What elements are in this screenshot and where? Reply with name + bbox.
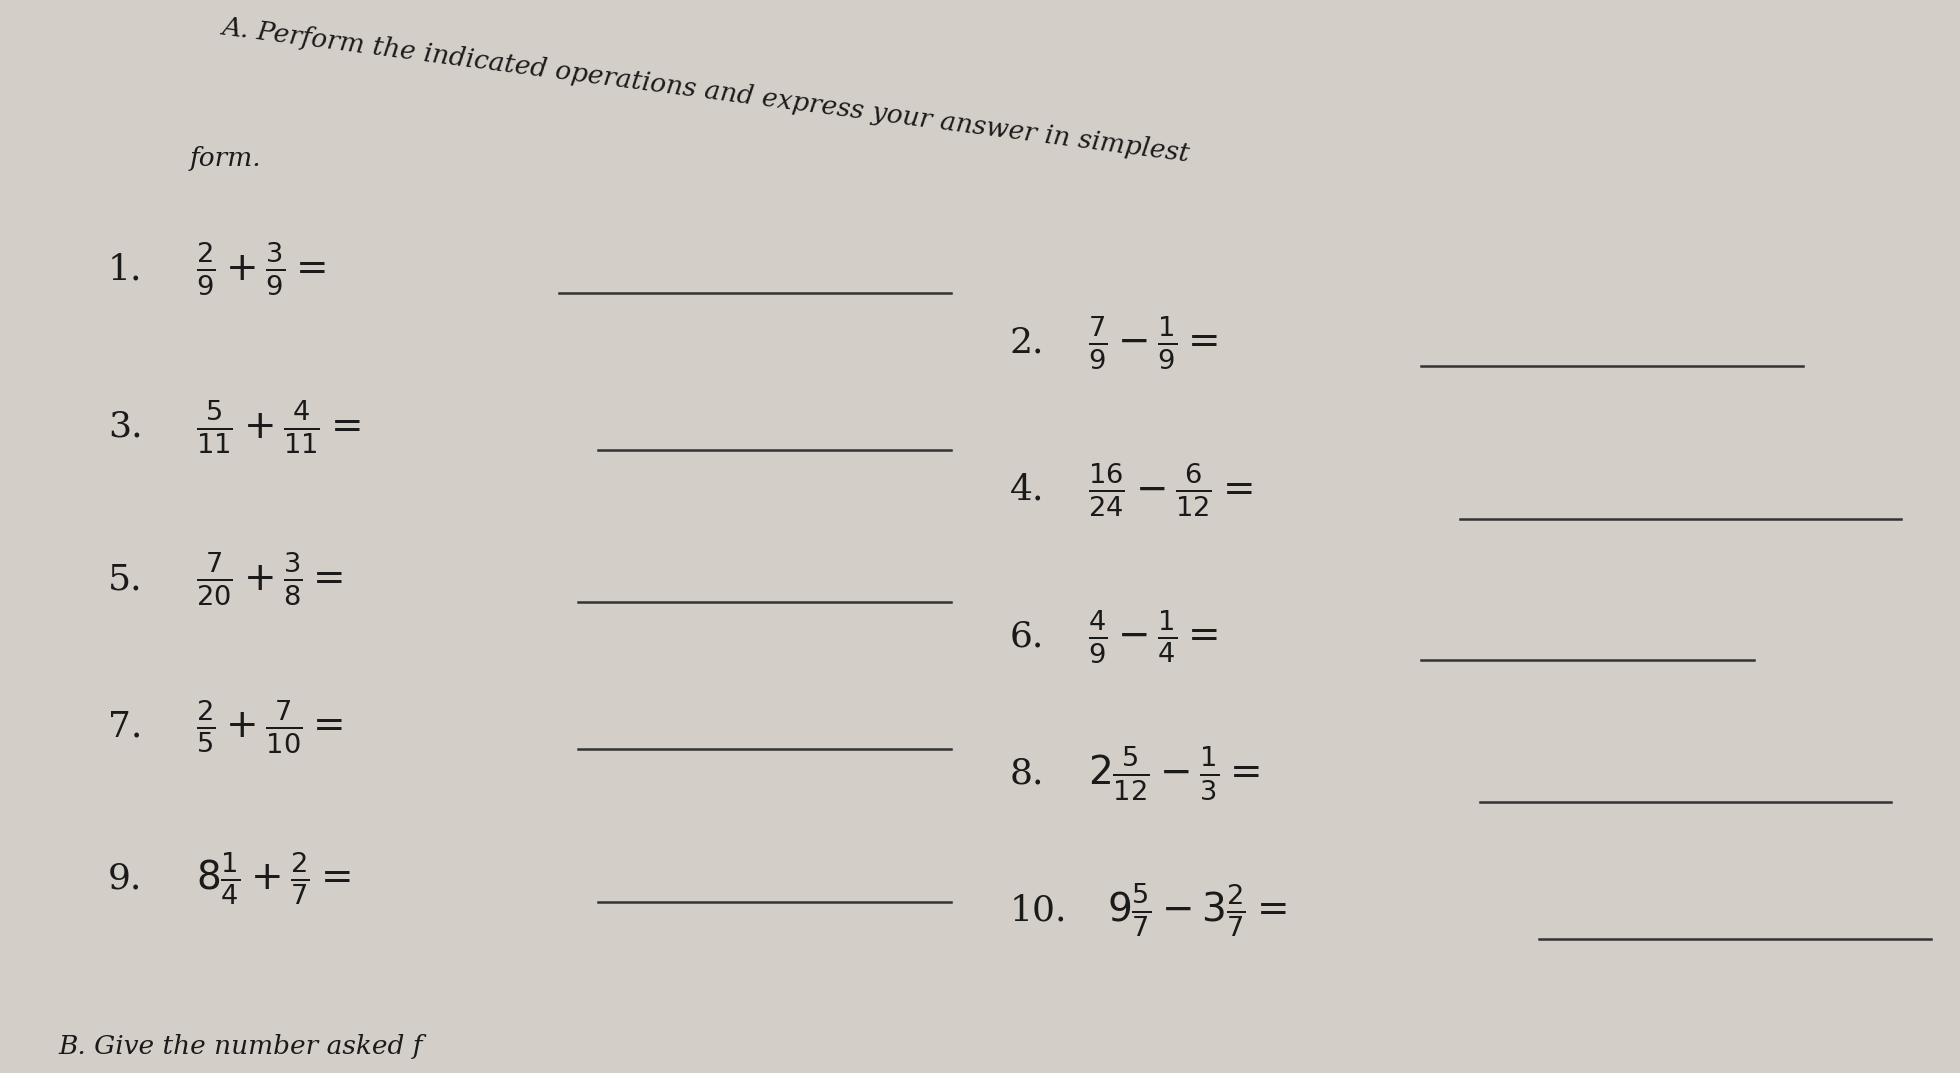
Text: $\frac{16}{24} - \frac{6}{12} =$: $\frac{16}{24} - \frac{6}{12} =$ <box>1088 460 1252 519</box>
Text: $\frac{2}{5} + \frac{7}{10} =$: $\frac{2}{5} + \frac{7}{10} =$ <box>196 697 343 755</box>
Text: B. Give the number asked f: B. Give the number asked f <box>59 1034 423 1059</box>
Text: $\frac{5}{11} + \frac{4}{11} =$: $\frac{5}{11} + \frac{4}{11} =$ <box>196 398 361 456</box>
Text: $\frac{7}{9} - \frac{1}{9} =$: $\frac{7}{9} - \frac{1}{9} =$ <box>1088 314 1217 371</box>
Text: $8\frac{1}{4} + \frac{2}{7} =$: $8\frac{1}{4} + \frac{2}{7} =$ <box>196 850 351 908</box>
Text: 7.: 7. <box>108 709 143 744</box>
Text: $\frac{2}{9} + \frac{3}{9} =$: $\frac{2}{9} + \frac{3}{9} =$ <box>196 240 325 298</box>
Text: 2.: 2. <box>1009 326 1045 359</box>
Text: 8.: 8. <box>1009 756 1045 791</box>
Text: 1.: 1. <box>108 252 143 286</box>
Text: 9.: 9. <box>108 862 143 896</box>
Text: $\frac{4}{9} - \frac{1}{4} =$: $\frac{4}{9} - \frac{1}{4} =$ <box>1088 608 1217 665</box>
Text: 4.: 4. <box>1009 473 1045 506</box>
Text: 5.: 5. <box>108 562 143 597</box>
Text: 10.: 10. <box>1009 893 1066 927</box>
Text: $9\frac{5}{7} - 3\frac{2}{7} =$: $9\frac{5}{7} - 3\frac{2}{7} =$ <box>1107 881 1288 939</box>
Text: form.: form. <box>190 146 261 172</box>
Text: 3.: 3. <box>108 410 143 444</box>
Text: 6.: 6. <box>1009 620 1045 653</box>
Text: A. Perform the indicated operations and express your answer in simplest: A. Perform the indicated operations and … <box>220 15 1192 166</box>
Text: $2\frac{5}{12} - \frac{1}{3} =$: $2\frac{5}{12} - \frac{1}{3} =$ <box>1088 745 1260 803</box>
Text: $\frac{7}{20} + \frac{3}{8} =$: $\frac{7}{20} + \frac{3}{8} =$ <box>196 550 343 608</box>
